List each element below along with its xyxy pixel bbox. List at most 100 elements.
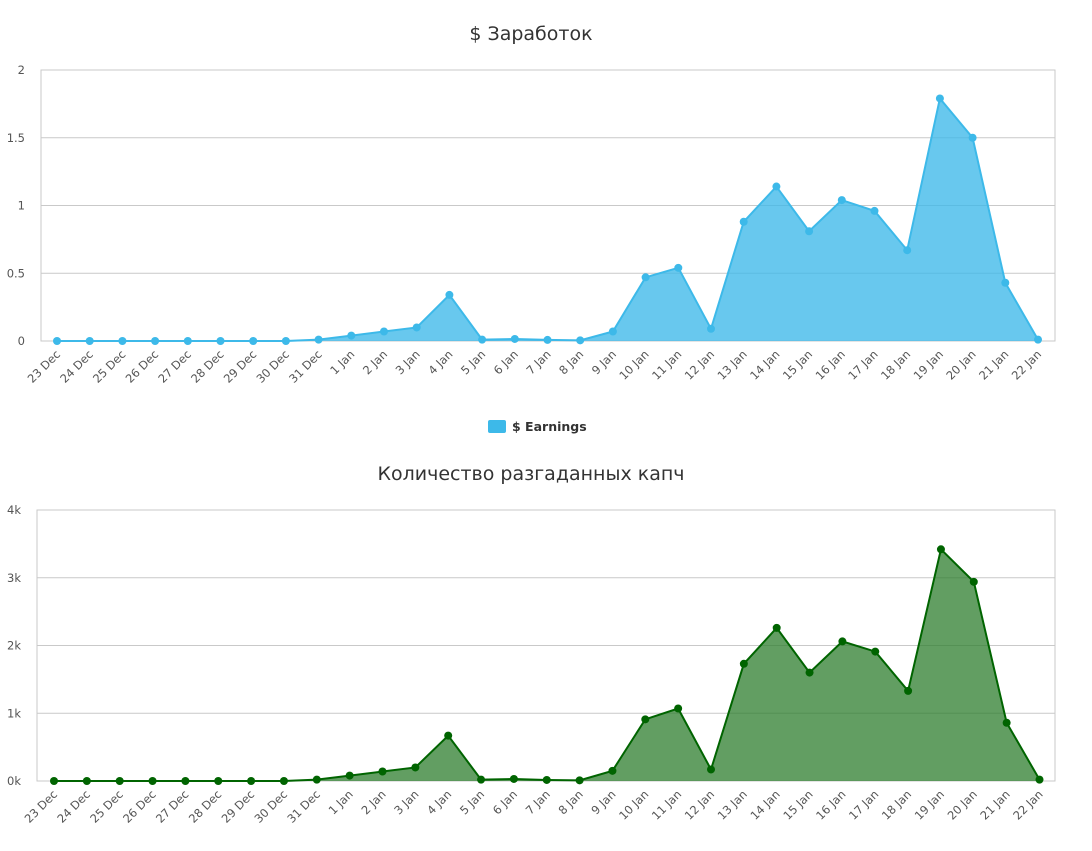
earnings-data-point[interactable] <box>151 337 160 345</box>
earnings-data-point[interactable] <box>216 337 225 345</box>
earnings-data-point[interactable] <box>380 327 388 336</box>
captcha-data-point[interactable] <box>312 775 321 784</box>
captcha-data-point[interactable] <box>181 777 190 785</box>
earnings-x-tick-label: 1 Jan <box>327 347 357 377</box>
captcha-data-point[interactable] <box>279 777 288 785</box>
captcha-data-point[interactable] <box>904 686 913 695</box>
earnings-data-point[interactable] <box>1001 278 1010 287</box>
earnings-data-point[interactable] <box>707 324 715 333</box>
captcha-x-tick-label: 31 Dec <box>284 787 323 826</box>
earnings-data-point[interactable] <box>347 331 356 340</box>
captcha-data-point[interactable] <box>641 715 650 724</box>
captcha-data-point[interactable] <box>739 659 748 668</box>
earnings-data-points <box>53 94 1042 345</box>
captcha-data-point[interactable] <box>805 668 814 677</box>
earnings-legend[interactable]: $ Earnings <box>488 419 587 434</box>
earnings-data-point[interactable] <box>739 217 748 226</box>
captcha-data-point[interactable] <box>575 776 584 785</box>
captcha-x-tick-label: 16 Jan <box>813 787 848 822</box>
earnings-x-tick-label: 8 Jan <box>556 347 586 377</box>
captcha-data-point[interactable] <box>1002 718 1011 727</box>
earnings-x-tick-label: 24 Dec <box>57 347 96 386</box>
earnings-data-point[interactable] <box>870 206 879 215</box>
earnings-y-tick-label: 2 <box>18 63 25 77</box>
earnings-data-point[interactable] <box>118 337 127 345</box>
captcha-data-point[interactable] <box>214 777 223 785</box>
captcha-x-tick-label: 2 Jan <box>358 787 388 817</box>
captcha-x-tick-label: 3 Jan <box>391 787 421 817</box>
earnings-data-point[interactable] <box>543 335 552 344</box>
earnings-x-tick-label: 2 Jan <box>360 347 390 377</box>
captcha-data-point[interactable] <box>772 623 781 632</box>
earnings-x-tick-label: 25 Dec <box>90 347 129 386</box>
captcha-data-point[interactable] <box>444 731 453 740</box>
earnings-x-tick-label: 3 Jan <box>393 347 423 377</box>
captcha-y-tick-label: 0k <box>7 774 21 788</box>
earnings-data-point[interactable] <box>478 335 487 344</box>
captcha-data-point[interactable] <box>608 766 617 775</box>
earnings-data-point[interactable] <box>608 327 617 336</box>
captcha-x-tick-label: 22 Jan <box>1010 787 1045 822</box>
earnings-x-tick-label: 13 Jan <box>714 347 749 382</box>
earnings-x-tick-label: 23 Dec <box>25 347 64 386</box>
captcha-data-point[interactable] <box>1035 775 1044 784</box>
earnings-x-tick-label: 22 Jan <box>1009 347 1044 382</box>
captcha-data-point[interactable] <box>477 775 486 784</box>
captcha-data-point[interactable] <box>411 763 420 772</box>
earnings-data-point[interactable] <box>576 336 585 345</box>
earnings-data-point[interactable] <box>935 94 944 103</box>
captcha-data-point[interactable] <box>969 577 978 586</box>
captcha-data-point[interactable] <box>509 774 518 783</box>
captcha-data-point[interactable] <box>838 637 847 646</box>
earnings-data-point[interactable] <box>249 337 258 345</box>
earnings-data-point[interactable] <box>968 133 977 142</box>
earnings-y-tick-label: 0.5 <box>7 266 25 280</box>
captcha-data-point[interactable] <box>345 771 354 780</box>
captcha-data-point[interactable] <box>871 647 880 656</box>
earnings-data-point[interactable] <box>445 290 454 299</box>
earnings-data-point[interactable] <box>805 227 814 236</box>
earnings-data-point[interactable] <box>412 323 421 332</box>
earnings-area-series <box>57 96 1039 342</box>
captcha-data-point[interactable] <box>936 545 945 554</box>
captcha-data-point[interactable] <box>115 777 124 785</box>
earnings-data-point[interactable] <box>281 337 290 345</box>
earnings-data-point[interactable] <box>53 337 61 345</box>
earnings-data-point[interactable] <box>641 273 650 282</box>
earnings-data-point[interactable] <box>183 337 192 345</box>
earnings-data-point[interactable] <box>772 182 781 191</box>
earnings-data-point[interactable] <box>903 246 912 255</box>
captcha-data-point[interactable] <box>542 775 551 784</box>
earnings-x-tick-label: 10 Jan <box>616 347 651 382</box>
earnings-x-tick-label: 12 Jan <box>682 347 717 382</box>
earnings-x-tick-label: 28 Dec <box>188 347 227 386</box>
captcha-x-tick-label: 25 Dec <box>87 787 126 826</box>
earnings-data-point[interactable] <box>837 196 846 205</box>
captcha-data-point[interactable] <box>50 777 58 785</box>
earnings-data-point[interactable] <box>1034 335 1042 344</box>
earnings-y-tick-label: 0 <box>18 334 25 348</box>
earnings-data-point[interactable] <box>510 334 519 343</box>
captcha-data-point[interactable] <box>148 777 157 785</box>
captcha-y-tick-label: 3k <box>7 571 21 585</box>
captcha-data-point[interactable] <box>378 767 387 776</box>
captcha-data-point[interactable] <box>707 765 715 774</box>
captcha-x-tick-label: 23 Dec <box>22 787 61 826</box>
earnings-data-point[interactable] <box>314 335 323 344</box>
earnings-y-tick-label: 1.5 <box>7 131 25 145</box>
captcha-x-tick-label: 5 Jan <box>457 787 487 817</box>
captcha-x-tick-label: 14 Jan <box>747 787 782 822</box>
captcha-data-point[interactable] <box>674 704 683 713</box>
captcha-x-tick-label: 13 Jan <box>715 787 750 822</box>
captcha-data-point[interactable] <box>82 777 91 785</box>
earnings-x-tick-label: 29 Dec <box>221 347 260 386</box>
earnings-data-point[interactable] <box>674 263 683 272</box>
captcha-x-tick-label: 21 Jan <box>977 787 1012 822</box>
earnings-data-point[interactable] <box>85 337 94 345</box>
captcha-x-tick-label: 10 Jan <box>616 787 651 822</box>
earnings-x-tick-label: 6 Jan <box>491 347 521 377</box>
captcha-data-point[interactable] <box>247 777 256 785</box>
captcha-area-series <box>54 547 1041 782</box>
